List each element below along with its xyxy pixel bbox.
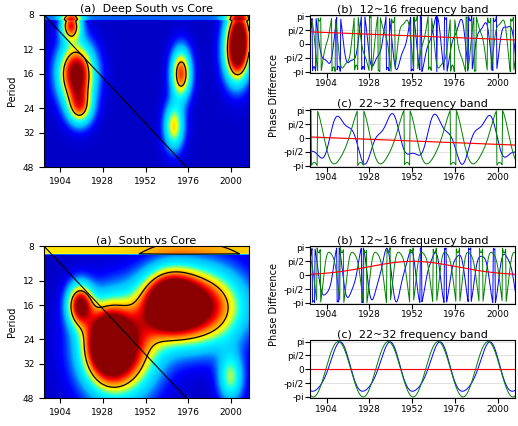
Y-axis label: Period: Period [7,307,17,337]
Title: (a)  Deep South vs Core: (a) Deep South vs Core [80,4,213,14]
Title: (b)  12~16 frequency band: (b) 12~16 frequency band [337,236,488,246]
Y-axis label: Period: Period [7,76,17,106]
Text: Phase Difference: Phase Difference [268,55,279,137]
Title: (c)  22~32 frequency band: (c) 22~32 frequency band [338,99,488,109]
Title: (b)  12~16 frequency band: (b) 12~16 frequency band [337,5,488,15]
Text: Phase Difference: Phase Difference [268,263,279,346]
Title: (c)  22~32 frequency band: (c) 22~32 frequency band [338,330,488,340]
Title: (a)  South vs Core: (a) South vs Core [96,236,197,245]
